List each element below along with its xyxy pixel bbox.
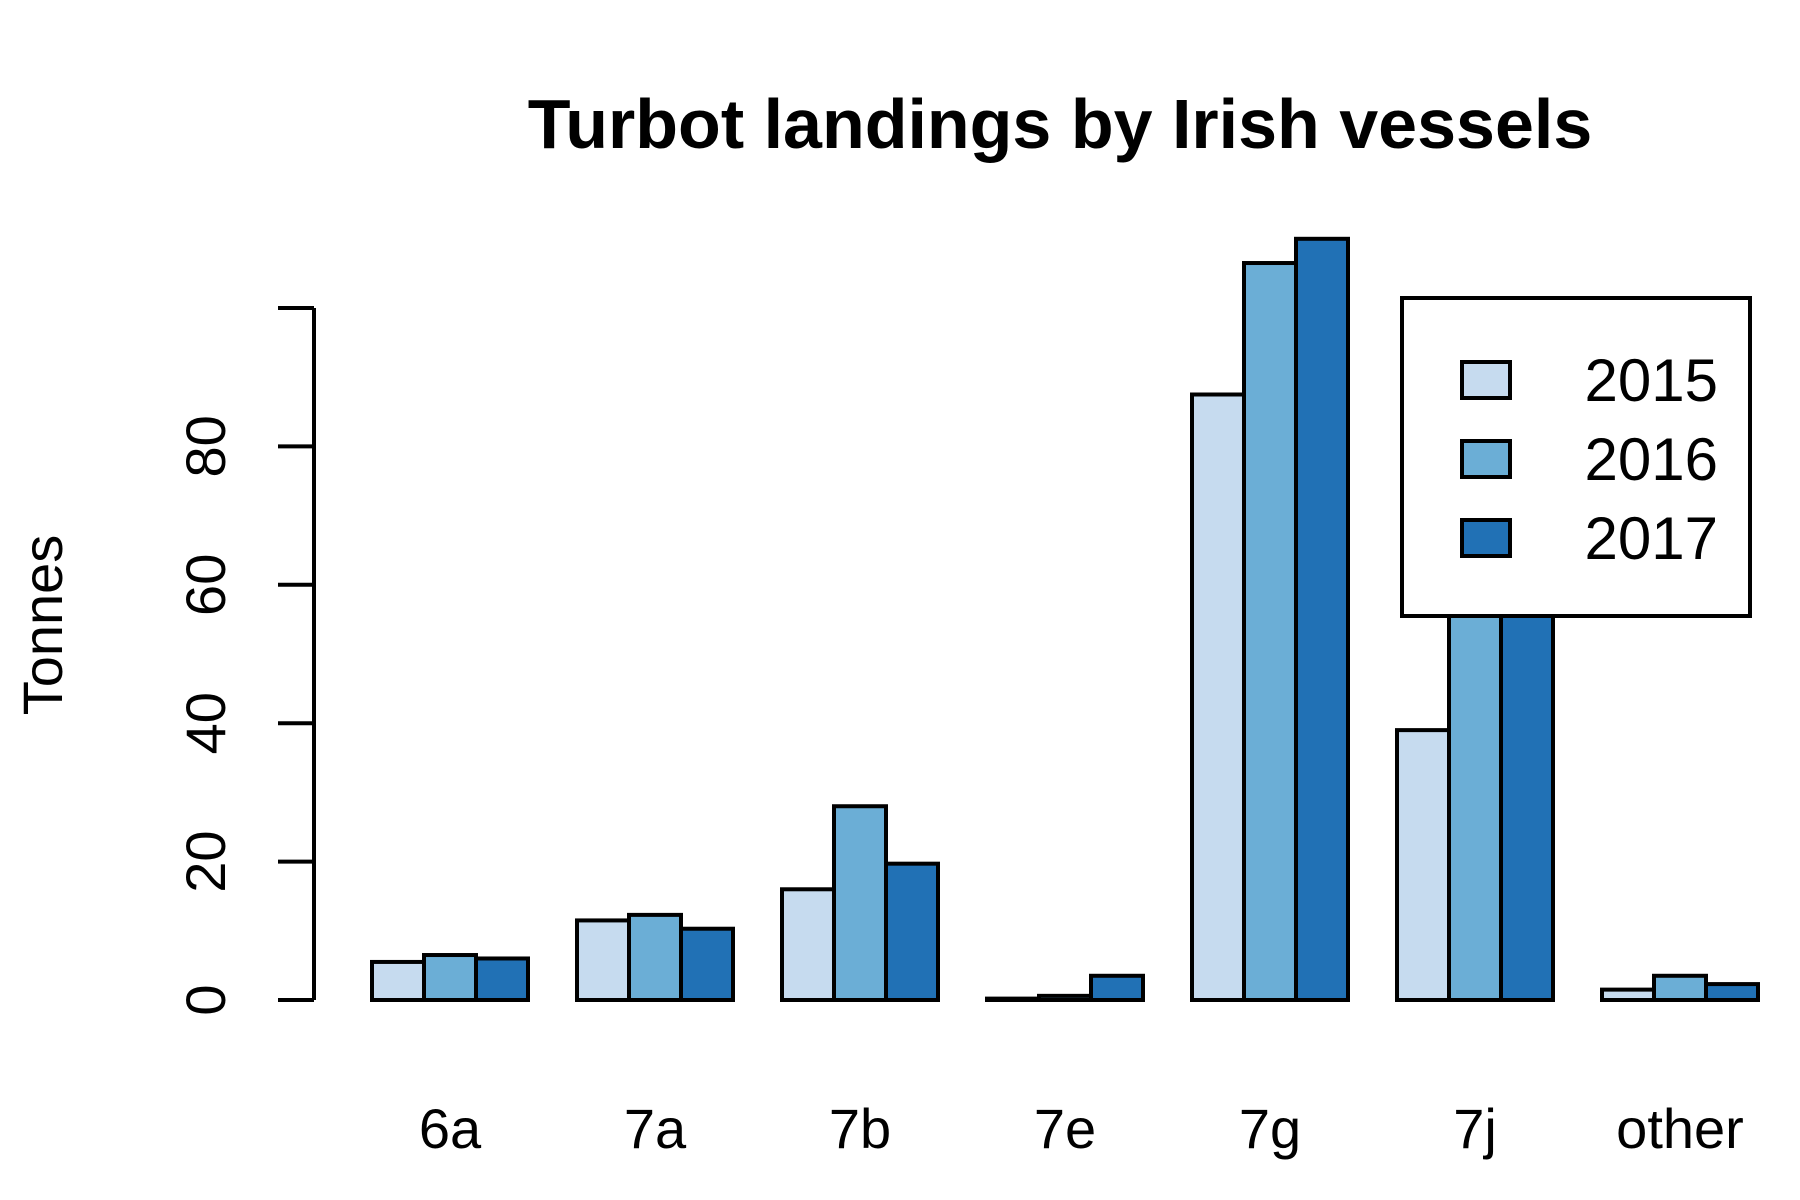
bar-7a-2017 [679, 926, 735, 1002]
bar-other-2016 [1652, 973, 1708, 1003]
y-tick-label: 80 [174, 415, 237, 477]
bar-7e-2017 [1089, 973, 1145, 1003]
legend-label-2015: 2015 [1585, 347, 1718, 414]
bar-7g-2015 [1190, 392, 1246, 1002]
bar-7a-2015 [575, 918, 631, 1002]
y-tick-label: 0 [174, 984, 237, 1015]
bar-7b-2015 [780, 887, 836, 1003]
bar-other-2015 [1600, 987, 1656, 1002]
y-tick-label: 20 [174, 830, 237, 892]
x-axis-tick-labels: 6a 7a 7b 7e 7g 7j other [419, 1097, 1744, 1160]
bar-6a-2016 [422, 953, 478, 1003]
legend-label-2016: 2016 [1585, 426, 1718, 493]
bar-7b-2016 [832, 804, 888, 1002]
y-axis: 0 20 40 60 80 [174, 306, 316, 1016]
x-tick-label: 7b [829, 1097, 891, 1160]
legend-label-2017: 2017 [1585, 505, 1718, 572]
bar-6a-2017 [474, 956, 530, 1002]
legend-swatch-2015 [1460, 360, 1512, 400]
chart-title: Turbot landings by Irish vessels [528, 85, 1593, 163]
bar-7e-2016 [1037, 993, 1093, 1003]
y-axis-label: Tonnes [11, 535, 74, 716]
bar-other-2017 [1704, 982, 1760, 1002]
x-tick-label: 7j [1453, 1097, 1497, 1160]
y-tick-label: 40 [174, 692, 237, 754]
bar-group [370, 236, 1760, 1003]
legend: 2015 2016 2017 [1400, 296, 1752, 618]
bar-7g-2017 [1294, 236, 1350, 1003]
x-tick-label: 7a [624, 1097, 687, 1160]
bar-7g-2016 [1242, 261, 1298, 1002]
bar-6a-2015 [370, 959, 426, 1003]
bar-7a-2016 [627, 912, 683, 1002]
y-tick-label: 60 [174, 554, 237, 616]
legend-swatch-2017 [1460, 518, 1512, 558]
bar-7j-2015 [1395, 728, 1451, 1002]
bar-7b-2017 [884, 861, 940, 1003]
x-tick-label: other [1616, 1097, 1744, 1160]
x-tick-label: 6a [419, 1097, 482, 1160]
x-tick-label: 7e [1034, 1097, 1096, 1160]
x-tick-label: 7g [1239, 1097, 1301, 1160]
legend-swatch-2016 [1460, 439, 1512, 479]
bar-7e-2015 [985, 996, 1041, 1003]
